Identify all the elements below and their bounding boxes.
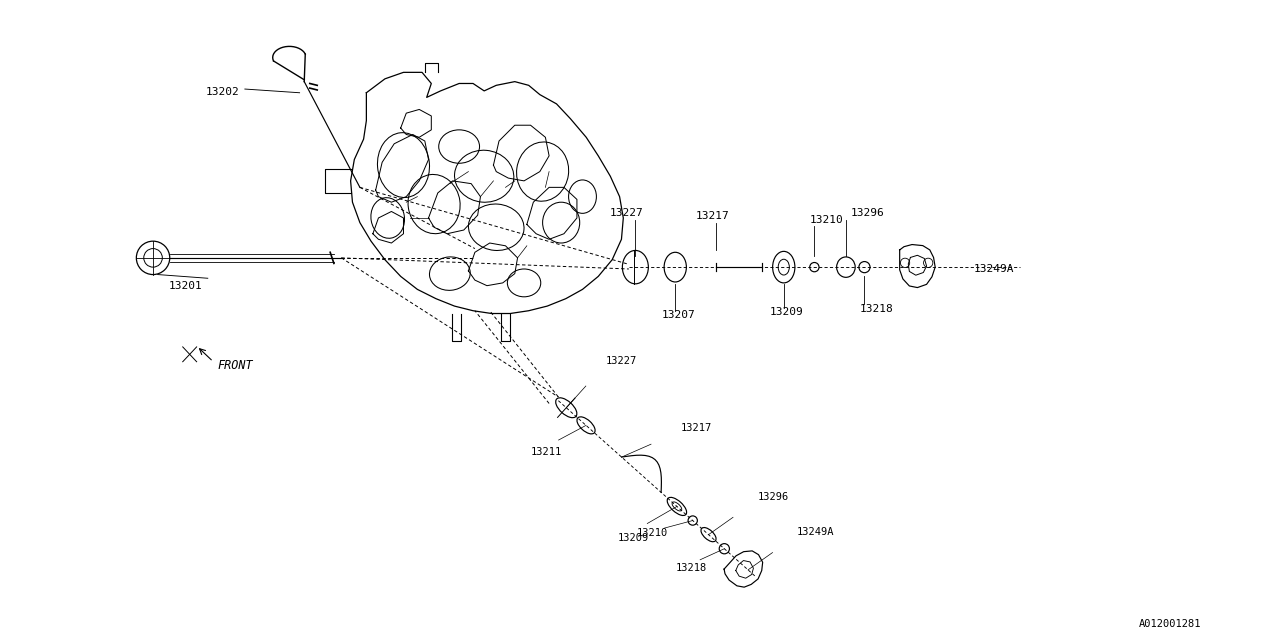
Text: 13249A: 13249A — [974, 264, 1015, 274]
Text: 13218: 13218 — [676, 563, 707, 573]
Text: 13210: 13210 — [810, 214, 844, 225]
Text: 13209: 13209 — [769, 307, 804, 317]
Text: A012001281: A012001281 — [1139, 619, 1201, 629]
Text: 13210: 13210 — [636, 527, 668, 538]
Text: 13209: 13209 — [618, 532, 649, 543]
Text: 13217: 13217 — [695, 211, 730, 221]
Text: 13207: 13207 — [662, 310, 695, 320]
Text: 13217: 13217 — [681, 423, 712, 433]
Text: 13218: 13218 — [860, 303, 893, 314]
Text: FRONT: FRONT — [218, 359, 252, 372]
Text: 13249A: 13249A — [797, 527, 835, 537]
Text: 13296: 13296 — [758, 492, 788, 502]
Text: 13227: 13227 — [605, 356, 636, 366]
Text: 13211: 13211 — [531, 447, 562, 457]
Text: 13201: 13201 — [169, 282, 202, 291]
Text: 13202: 13202 — [206, 86, 239, 97]
Text: 13296: 13296 — [850, 208, 884, 218]
Text: 13227: 13227 — [609, 208, 643, 218]
